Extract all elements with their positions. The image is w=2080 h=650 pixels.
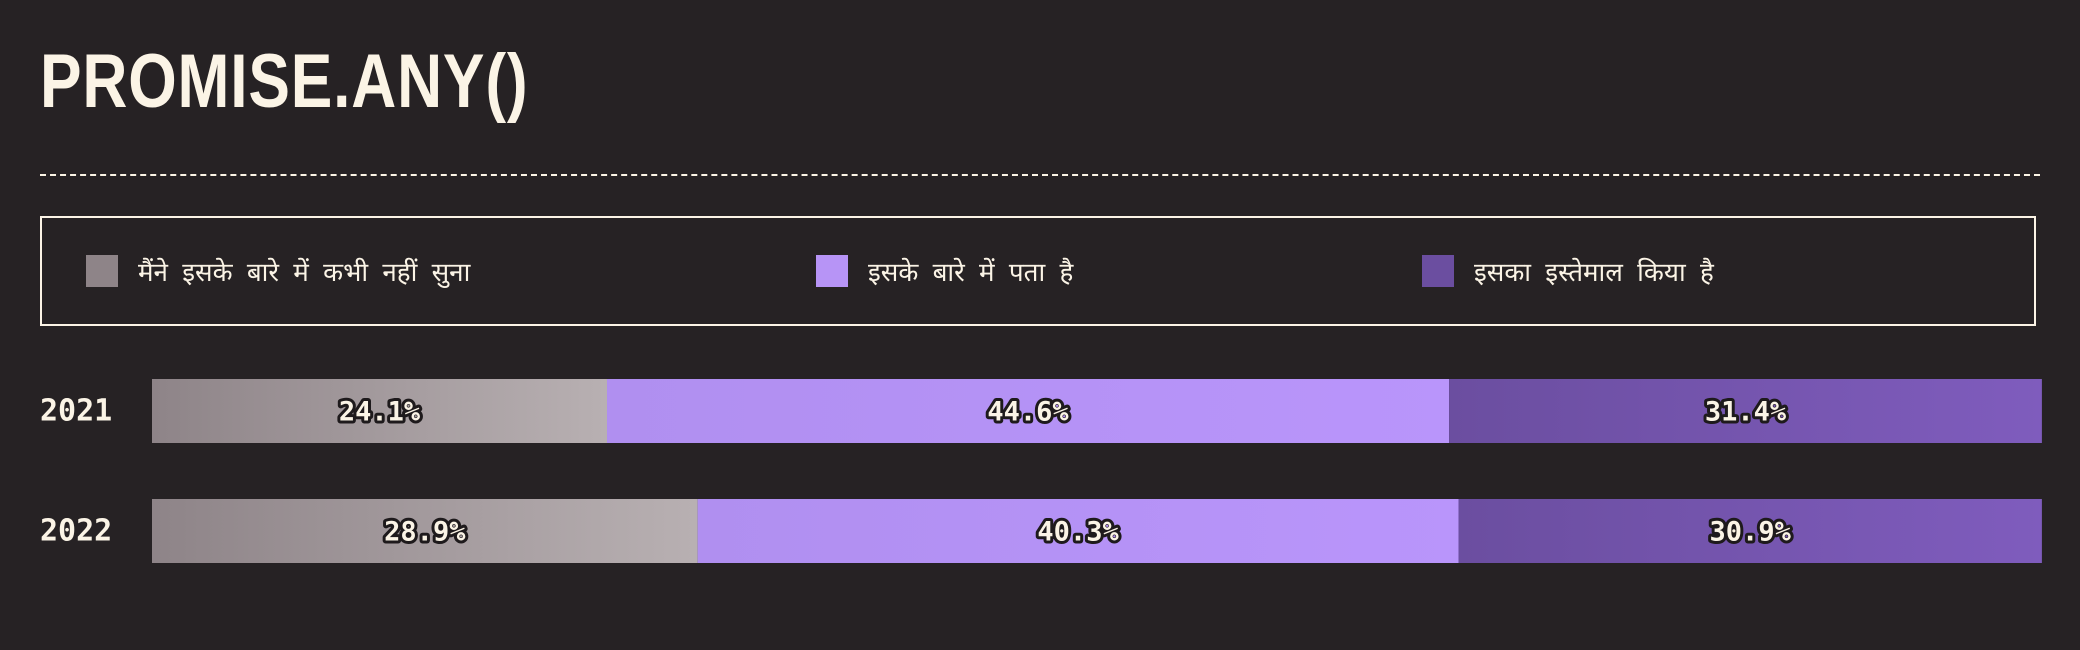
dashed-divider [40, 174, 2040, 176]
bar-segment-2022-1 [697, 499, 1459, 563]
bar-segment-2022-0 [152, 499, 698, 563]
year-label-2021: 2021 [40, 394, 112, 429]
data-label-2022-1: 40.3% [1037, 517, 1119, 548]
bar-segment-2021-2 [1449, 379, 2042, 443]
bar-segment-2021-0 [152, 379, 608, 443]
legend-label-know-about: इसके बारे में पता है [868, 258, 1074, 288]
bar-segment-2022-2 [1458, 499, 2042, 563]
legend-swatch-never-heard [86, 255, 118, 287]
data-label-2022-2: 30.9% [1710, 517, 1792, 548]
legend-swatch-know-about [816, 255, 848, 287]
legend-item-know-about: इसके बारे में पता है [816, 218, 1073, 324]
legend-item-never-heard: मैंने इसके बारे में कभी नहीं सुना [86, 218, 470, 324]
bar-segment-2021-1 [607, 379, 1450, 443]
data-label-2021-0: 24.1% [339, 397, 421, 428]
legend-label-never-heard: मैंने इसके बारे में कभी नहीं सुना [138, 258, 471, 288]
chart-title: PROMISE.ANY() [40, 39, 529, 124]
legend-item-used-it: इसका इस्तेमाल किया है [1422, 218, 1714, 324]
legend-label-used-it: इसका इस्तेमाल किया है [1474, 258, 1714, 288]
data-label-2021-2: 31.4% [1705, 397, 1787, 428]
year-label-2022: 2022 [40, 514, 112, 549]
legend: मैंने इसके बारे में कभी नहीं सुना इसके ब… [40, 216, 2036, 326]
legend-swatch-used-it [1422, 255, 1454, 287]
data-label-2021-1: 44.6% [987, 397, 1069, 428]
data-label-2022-0: 28.9% [384, 517, 466, 548]
